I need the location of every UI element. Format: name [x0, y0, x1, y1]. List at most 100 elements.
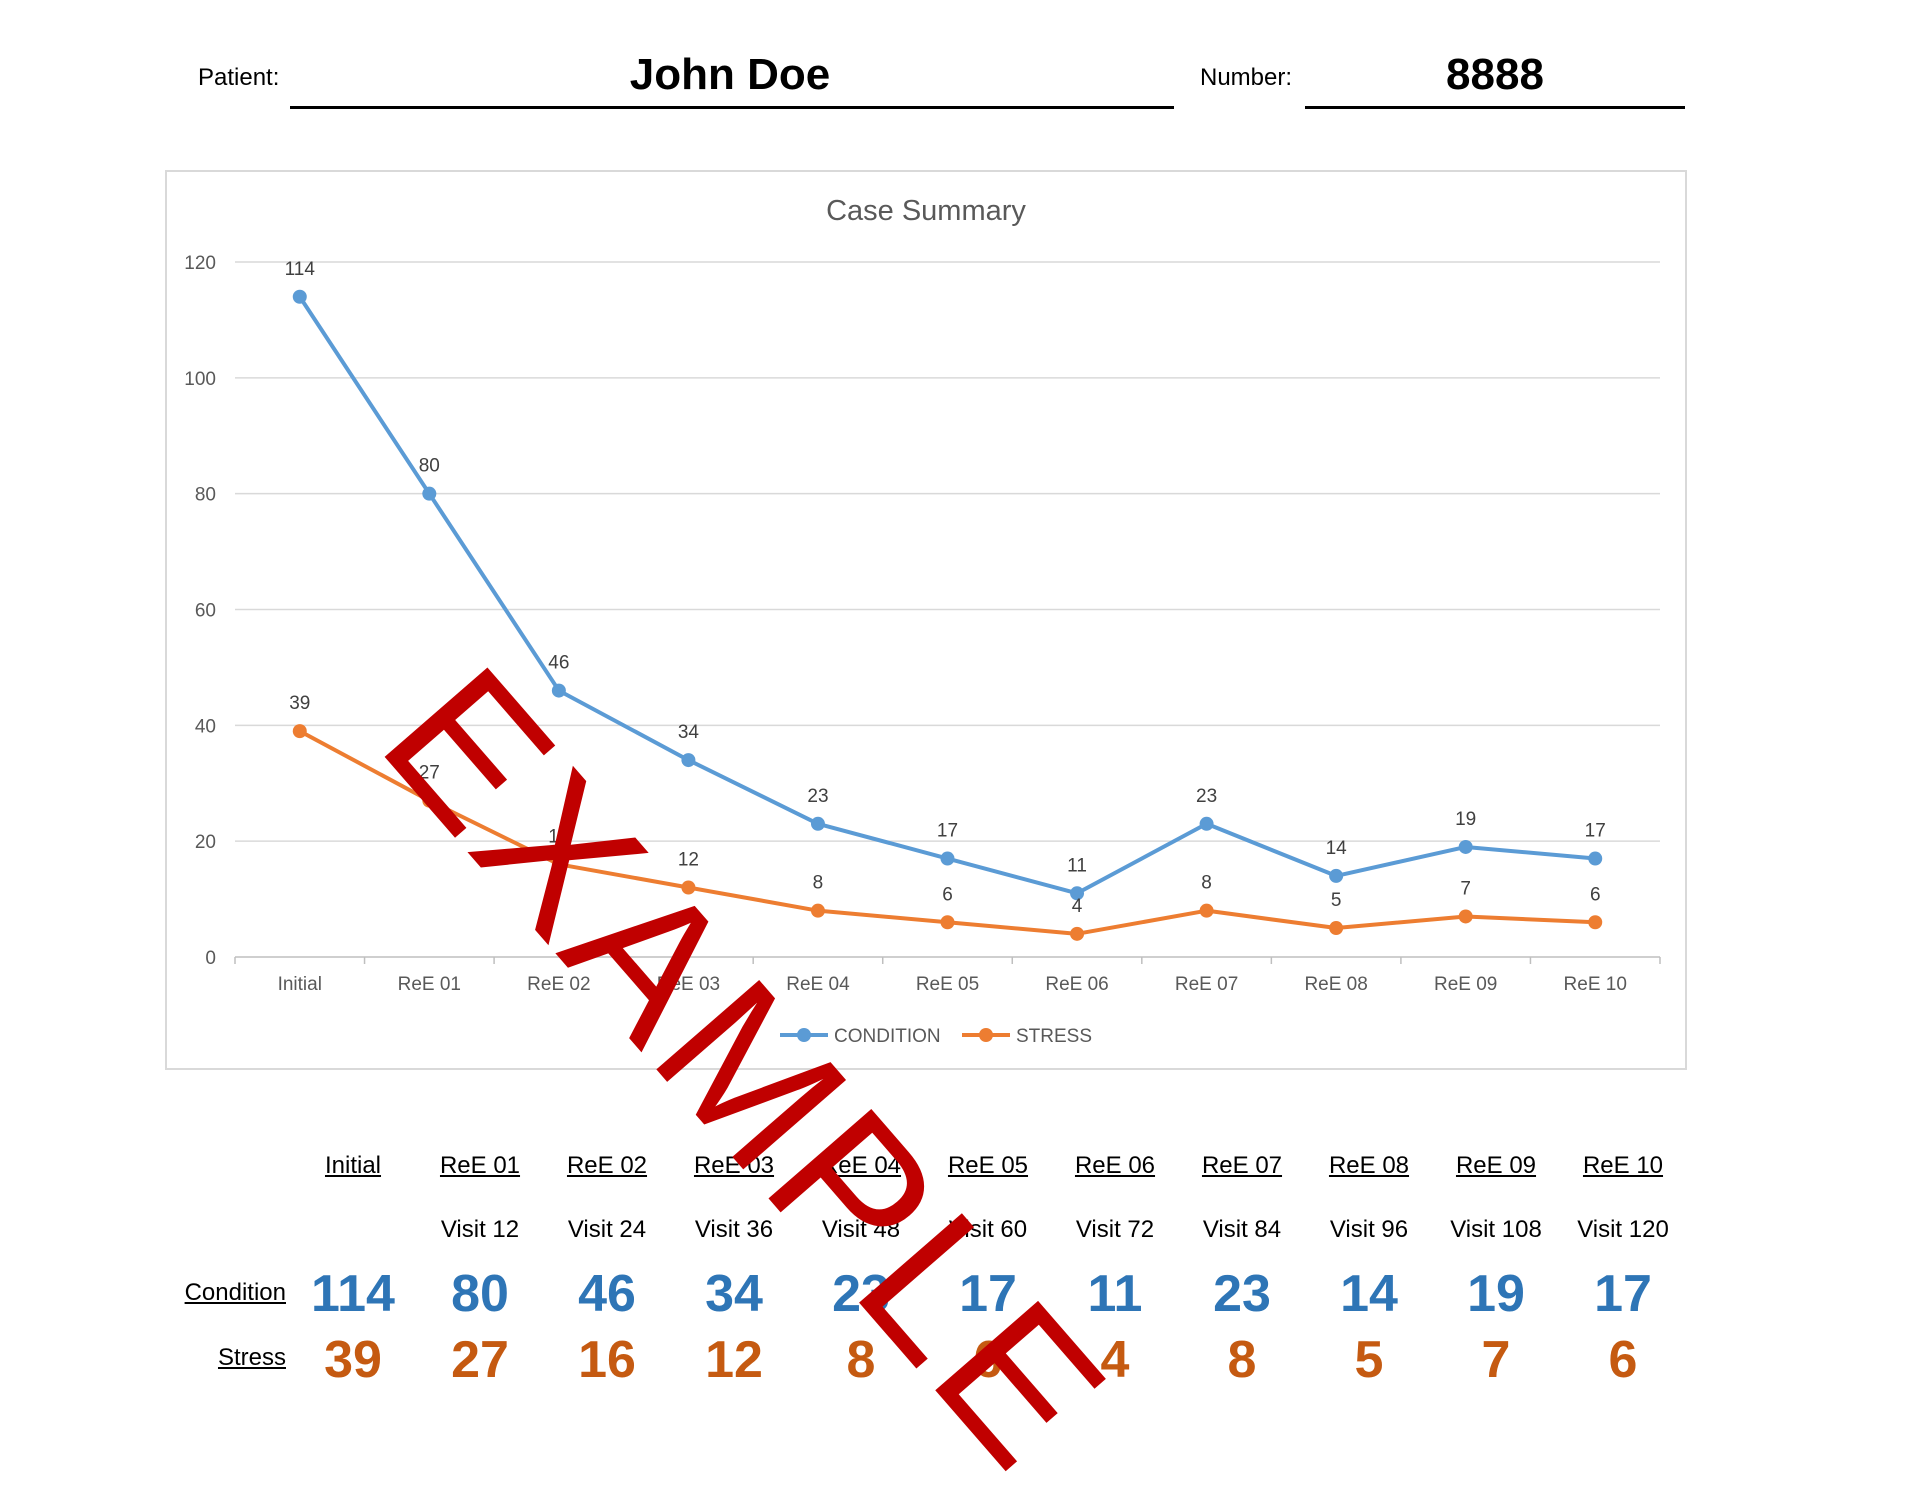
y-tick-label: 0 [205, 948, 216, 969]
data-label-stress: 6 [942, 884, 953, 905]
table-visit-label: Visit 72 [1075, 1216, 1155, 1243]
condition-value: 11 [1087, 1265, 1143, 1323]
table-visit-label: Visit 120 [1577, 1216, 1669, 1243]
y-tick-label: 40 [195, 716, 216, 737]
data-label-condition: 11 [1067, 855, 1087, 876]
table-column-header: ReE 04 [820, 1152, 902, 1179]
data-point-condition [1329, 868, 1344, 883]
table-column-header: ReE 09 [1455, 1152, 1537, 1179]
table-column-header: ReE 08 [1328, 1152, 1410, 1179]
table-visit-label: Visit 24 [567, 1216, 647, 1243]
data-label-condition: 19 [1455, 809, 1476, 830]
x-tick-label: ReE 10 [1564, 974, 1627, 995]
y-tick-label: 20 [195, 832, 216, 853]
data-point-stress [940, 915, 955, 930]
data-point-stress [810, 903, 825, 918]
data-point-condition [1588, 851, 1603, 866]
table-visit-label: Visit 84 [1202, 1216, 1282, 1243]
x-tick-label: ReE 06 [1045, 974, 1108, 995]
condition-value: 19 [1467, 1265, 1525, 1323]
data-label-stress: 7 [1460, 878, 1471, 899]
data-point-stress [1458, 909, 1473, 924]
data-point-stress [1588, 915, 1603, 930]
legend-marker-stress [979, 1028, 993, 1042]
x-tick-label: ReE 08 [1304, 974, 1367, 995]
table-column-header: ReE 05 [947, 1152, 1029, 1179]
data-label-stress: 16 [548, 826, 569, 847]
data-label-stress: 6 [1590, 884, 1601, 905]
data-point-stress [1070, 926, 1085, 941]
data-point-condition [1070, 886, 1085, 901]
data-label-condition: 17 [1585, 821, 1606, 842]
stress-row-label: Stress [217, 1344, 286, 1371]
data-label-stress: 27 [419, 763, 440, 784]
x-tick-label: ReE 02 [527, 974, 590, 995]
data-point-condition [422, 486, 437, 501]
data-label-condition: 114 [285, 259, 316, 280]
y-tick-label: 80 [195, 485, 216, 506]
data-point-condition [551, 683, 566, 698]
x-tick-label: ReE 01 [398, 974, 461, 995]
x-tick-label: ReE 07 [1175, 974, 1238, 995]
chart-title: Case Summary [826, 195, 1026, 227]
stress-value: 5 [1354, 1331, 1384, 1389]
condition-row-label: Condition [184, 1279, 286, 1306]
data-point-condition [940, 851, 955, 866]
data-label-stress: 12 [678, 850, 699, 871]
table-column-header: ReE 10 [1582, 1152, 1664, 1179]
table-visit-label: Visit 96 [1329, 1216, 1409, 1243]
stress-value: 6 [1608, 1331, 1638, 1389]
stress-value: 27 [451, 1331, 509, 1389]
y-tick-label: 60 [195, 601, 216, 622]
table-visit-label: Visit 48 [821, 1216, 901, 1243]
table-column-header: Initial [324, 1152, 382, 1179]
condition-value: 34 [705, 1265, 763, 1323]
stress-value: 12 [705, 1331, 763, 1389]
data-point-stress [681, 880, 696, 895]
condition-value: 80 [451, 1265, 509, 1323]
condition-value: 46 [578, 1265, 636, 1323]
patient-number: 8888 [1446, 50, 1544, 99]
number-underline [1305, 106, 1685, 109]
legend-label-condition: CONDITION [834, 1026, 941, 1047]
condition-value: 14 [1340, 1265, 1398, 1323]
x-tick-label: Initial [278, 974, 322, 995]
stress-value: 39 [324, 1331, 382, 1389]
data-label-condition: 34 [678, 722, 700, 743]
data-point-condition [292, 289, 307, 304]
x-tick-label: ReE 04 [786, 974, 850, 995]
condition-value: 114 [311, 1265, 395, 1323]
table-visit-label: Visit 36 [694, 1216, 774, 1243]
table-visit-label: Visit 108 [1450, 1216, 1542, 1243]
number-label: Number: [1200, 64, 1293, 91]
data-point-stress [422, 793, 437, 808]
condition-value: 23 [1213, 1265, 1271, 1323]
data-label-stress: 8 [1201, 873, 1212, 894]
legend-label-stress: STRESS [1016, 1026, 1092, 1047]
data-point-condition [681, 753, 696, 768]
x-tick-label: ReE 09 [1434, 974, 1497, 995]
y-tick-label: 100 [184, 369, 216, 390]
condition-value: 23 [832, 1265, 890, 1323]
data-label-condition: 23 [807, 786, 828, 807]
condition-value: 17 [1594, 1265, 1652, 1323]
table-column-header: ReE 07 [1201, 1152, 1283, 1179]
data-label-stress: 8 [813, 873, 824, 894]
data-label-stress: 5 [1331, 890, 1342, 911]
patient-underline [290, 106, 1174, 109]
case-summary-chart: Case Summary 0 20 40 60 80 100 120 Initial ReE 0… [165, 170, 1687, 1070]
data-label-stress: 4 [1072, 896, 1083, 917]
legend-marker-condition [797, 1028, 811, 1042]
data-point-condition [1199, 816, 1214, 831]
x-tick-label: ReE 05 [916, 974, 979, 995]
condition-value: 17 [959, 1265, 1017, 1323]
patient-label: Patient: [198, 64, 280, 91]
data-label-condition: 80 [419, 456, 440, 477]
patient-name: John Doe [629, 50, 831, 99]
stress-value: 8 [1227, 1331, 1257, 1389]
data-point-stress [1329, 921, 1344, 936]
table-column-header: ReE 06 [1074, 1152, 1156, 1179]
data-point-condition [1458, 839, 1473, 854]
table-visit-label: Visit 12 [440, 1216, 520, 1243]
data-point-stress [551, 857, 566, 872]
